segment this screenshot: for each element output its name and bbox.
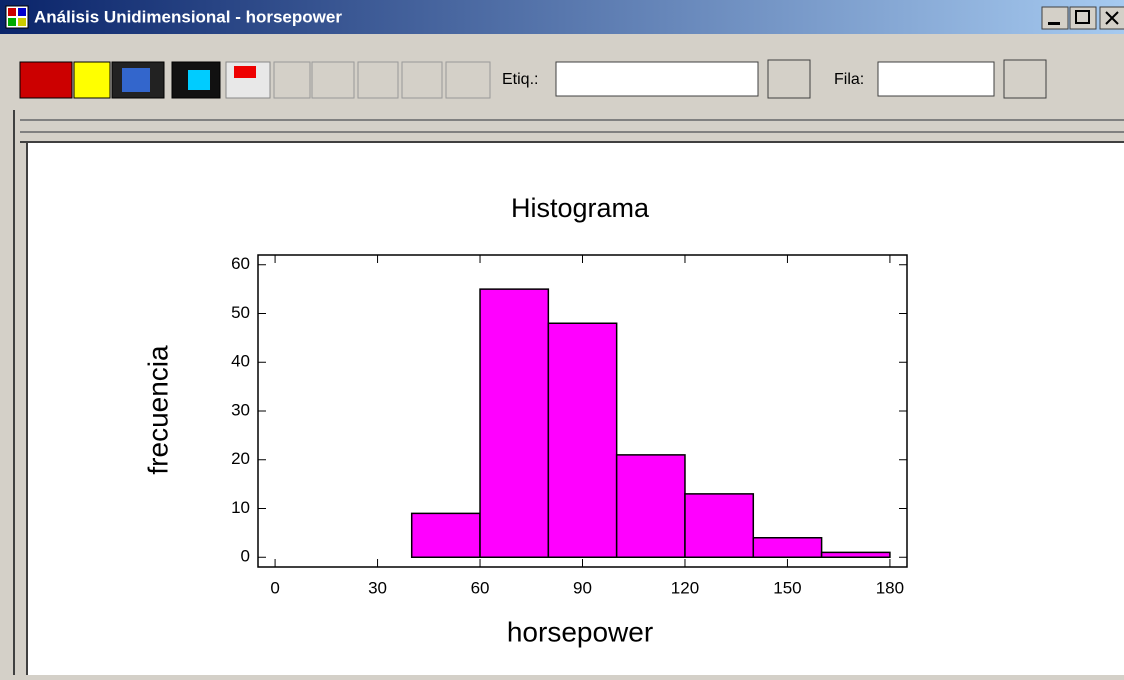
- bar: [547, 322, 618, 558]
- minimize-button[interactable]: [1041, 6, 1069, 30]
- y-tick-label: 10: [231, 498, 250, 517]
- x-tick-label: 60: [471, 578, 490, 597]
- tool-icon: [234, 66, 256, 78]
- x-tick-label: 180: [876, 578, 904, 597]
- y-tick-label: 20: [231, 449, 250, 468]
- tool-button[interactable]: [401, 61, 443, 99]
- window-title: Análisis Unidimensional - horsepower: [34, 7, 342, 26]
- maximize-icon: [1075, 10, 1090, 24]
- x-tick-label: 30: [368, 578, 387, 597]
- tool-icon: [188, 70, 210, 90]
- y-tick-label: 30: [231, 400, 250, 419]
- tool-button[interactable]: [73, 61, 111, 99]
- window-controls[interactable]: [1041, 6, 1124, 30]
- chart-title: Histograma: [511, 193, 650, 223]
- x-tick-label: 120: [671, 578, 699, 597]
- y-axis-label: frecuencia: [142, 345, 173, 475]
- minimize-icon: [1048, 22, 1060, 25]
- bar: [684, 493, 755, 558]
- tool-button[interactable]: [445, 61, 491, 99]
- x-tick-label: 150: [773, 578, 801, 597]
- bar: [752, 537, 823, 558]
- app-icon: [5, 5, 29, 29]
- close-icon: [1105, 11, 1119, 25]
- toolbar: Etiq.: Fila:: [19, 59, 1047, 99]
- y-tick-label: 50: [231, 303, 250, 322]
- search-button[interactable]: [767, 59, 811, 99]
- row-field-caption: Fila:: [834, 71, 864, 88]
- x-tick-label: 90: [573, 578, 592, 597]
- label-input[interactable]: [555, 61, 759, 97]
- bar: [615, 454, 686, 558]
- y-tick-label: 40: [231, 352, 250, 371]
- tool-icon: [122, 68, 150, 92]
- bar: [410, 512, 481, 558]
- histogram-chart: Histograma horsepower frecuencia 0 30 60 90…: [142, 193, 908, 647]
- y-tick-label: 0: [241, 547, 250, 566]
- row-input[interactable]: [877, 61, 995, 97]
- tool-button[interactable]: [19, 61, 73, 99]
- tool-button[interactable]: [311, 61, 355, 99]
- search-button[interactable]: [1003, 59, 1047, 99]
- y-tick-label: 60: [231, 254, 250, 273]
- x-axis-label: horsepower: [507, 616, 653, 647]
- x-tick-label: 0: [270, 578, 279, 597]
- title-bar: [0, 0, 1124, 34]
- bar: [479, 288, 550, 558]
- bar: [820, 551, 891, 558]
- label-field-caption: Etiq.:: [502, 71, 538, 88]
- tool-button[interactable]: [273, 61, 311, 99]
- tool-button[interactable]: [357, 61, 399, 99]
- separators: [13, 110, 1124, 675]
